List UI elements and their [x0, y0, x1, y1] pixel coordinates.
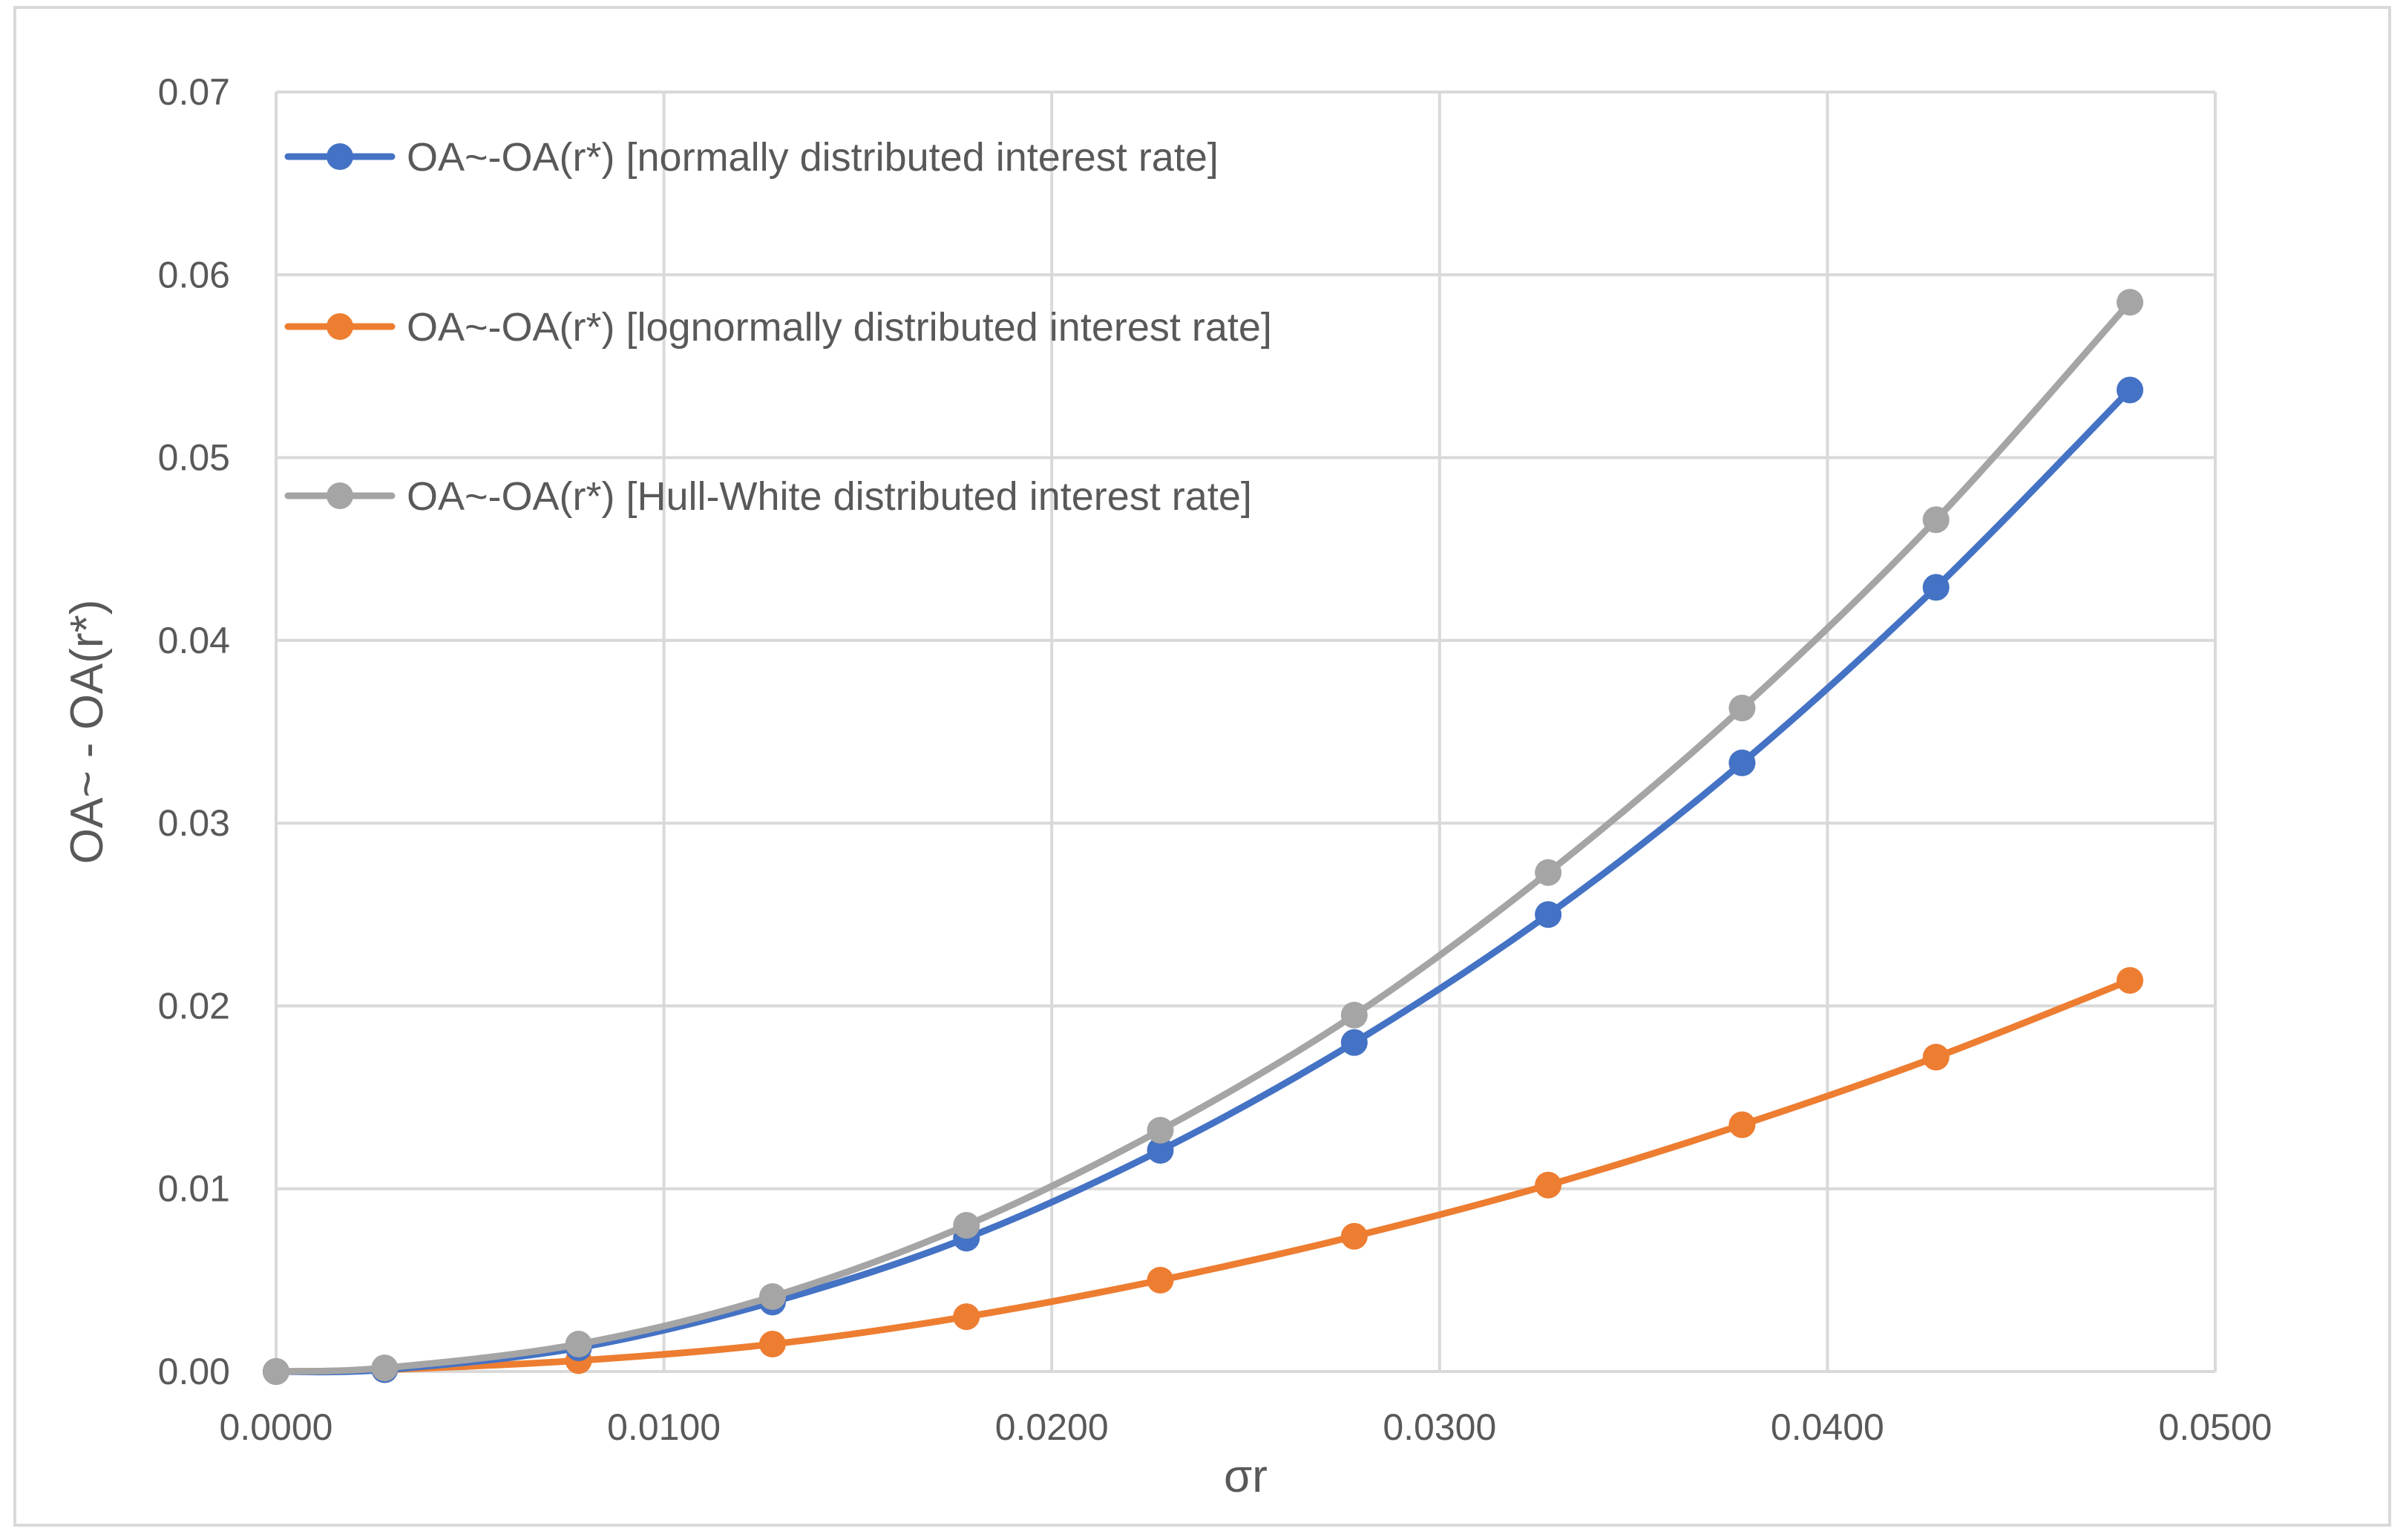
data-point — [371, 1354, 399, 1382]
legend-label: OA~-OA(r*) [normally distributed interes… — [407, 135, 1219, 180]
y-tick-label: 0.06 — [158, 254, 230, 295]
data-point — [953, 1211, 980, 1239]
data-point — [758, 1331, 786, 1358]
data-point — [1922, 1043, 1950, 1071]
data-point — [1728, 1111, 1756, 1138]
legend-entry: OA~-OA(r*) [lognormally distributed inte… — [284, 305, 1272, 350]
legend: OA~-OA(r*) [normally distributed interes… — [284, 135, 1272, 519]
x-tick-label: 0.0100 — [607, 1406, 721, 1448]
data-point — [1922, 574, 1950, 601]
x-tick-label: 0.0400 — [1771, 1406, 1884, 1448]
data-point — [1340, 1029, 1368, 1056]
data-point — [1535, 1171, 1562, 1199]
y-tick-label: 0.00 — [158, 1351, 230, 1392]
legend-marker — [327, 313, 353, 340]
data-point — [2117, 966, 2144, 994]
data-point — [1922, 506, 1950, 534]
legend-marker — [327, 143, 353, 170]
data-point — [2117, 376, 2144, 404]
y-tick-label: 0.05 — [158, 437, 230, 479]
data-point — [263, 1358, 289, 1385]
y-tick-label: 0.02 — [158, 985, 230, 1026]
data-point — [2117, 289, 2144, 316]
x-axis-title: σr — [1224, 1451, 1268, 1502]
data-point — [1340, 1222, 1368, 1250]
series-layer — [263, 289, 2144, 1385]
legend-marker — [327, 482, 353, 509]
data-point — [1728, 749, 1756, 776]
legend-label: OA~-OA(r*) [lognormally distributed inte… — [407, 305, 1272, 350]
data-point — [1340, 1001, 1368, 1029]
data-point — [1728, 694, 1756, 721]
legend-label: OA~-OA(r*) [Hull-White distributed inter… — [407, 474, 1252, 519]
data-point — [1147, 1116, 1174, 1144]
x-tick-label: 0.0200 — [995, 1406, 1109, 1448]
chart-border — [13, 6, 2391, 1527]
x-tick-label: 0.0500 — [2159, 1406, 2272, 1448]
legend-entry: OA~-OA(r*) [normally distributed interes… — [284, 135, 1219, 180]
data-point — [953, 1303, 980, 1331]
legend-entry: OA~-OA(r*) [Hull-White distributed inter… — [284, 474, 1252, 519]
series-2 — [263, 289, 2144, 1385]
x-tick-label: 0.0300 — [1383, 1406, 1496, 1448]
y-tick-label: 0.04 — [158, 620, 230, 661]
data-point — [758, 1283, 786, 1311]
tick-labels: 0.00 0.01 0.02 0.03 0.04 0.05 0.06 0.07 0.0000 0.… — [158, 71, 2272, 1448]
data-point — [1535, 901, 1562, 928]
data-point — [1147, 1266, 1174, 1294]
data-point — [565, 1331, 592, 1358]
data-point — [1535, 859, 1562, 886]
y-tick-label: 0.07 — [158, 71, 230, 113]
y-tick-label: 0.03 — [158, 802, 230, 844]
y-axis-title: OA~ - OA(r*) — [62, 600, 113, 865]
gridlines — [275, 91, 2217, 1373]
x-tick-label: 0.0000 — [220, 1406, 333, 1448]
y-tick-label: 0.01 — [158, 1168, 230, 1210]
data-point — [1147, 1136, 1174, 1164]
